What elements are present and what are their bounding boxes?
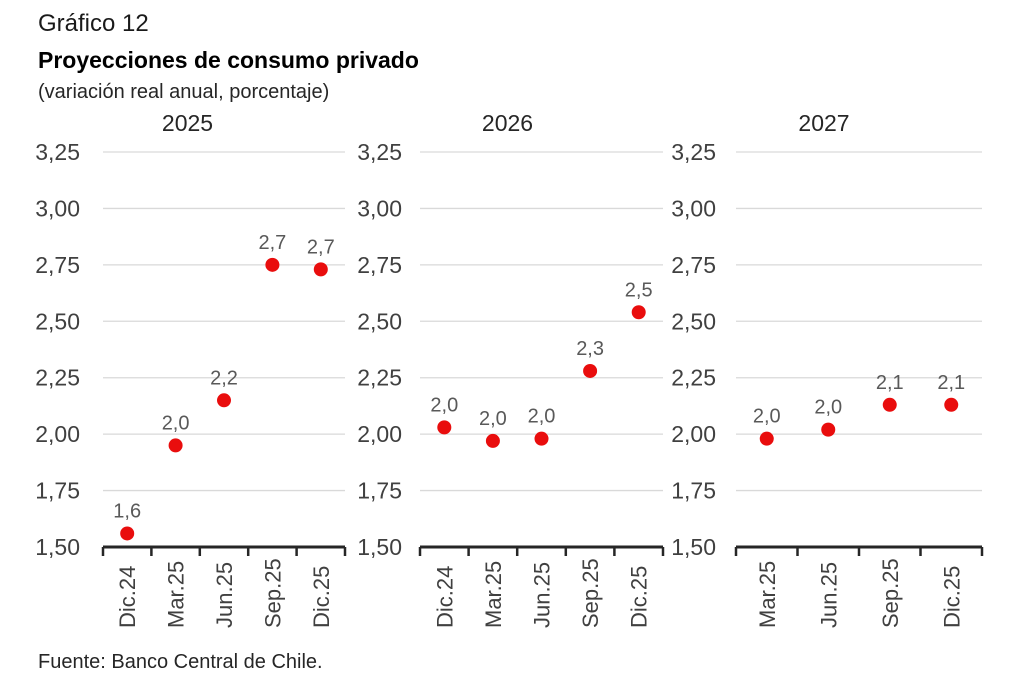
y-tick-label: 3,00 — [671, 195, 716, 221]
x-tick-label: Jun.25 — [212, 562, 237, 628]
data-point — [821, 422, 836, 437]
y-tick-label: 2,00 — [357, 421, 402, 447]
data-point — [120, 526, 135, 541]
y-tick-label: 2,50 — [671, 308, 716, 334]
panel-title-2026: 2026 — [481, 110, 534, 136]
x-tick-label: Dic.24 — [115, 566, 140, 628]
y-tick-label: 2,00 — [35, 421, 80, 447]
x-tick-label: Jun.25 — [530, 562, 555, 628]
x-tick-label: Sep.25 — [578, 558, 603, 628]
data-point-label: 2,1 — [937, 372, 965, 394]
data-point-label: 2,0 — [479, 408, 507, 430]
y-tick-label: 2,25 — [357, 365, 402, 391]
data-point-label: 2,1 — [876, 372, 904, 394]
data-point — [265, 257, 280, 272]
y-tick-label: 3,25 — [671, 139, 716, 165]
x-tick-label: Mar.25 — [164, 561, 189, 628]
y-tick-label: 3,25 — [357, 139, 402, 165]
y-tick-label: 2,50 — [357, 308, 402, 334]
y-tick-label: 1,75 — [671, 478, 716, 504]
x-tick-label: Dic.24 — [432, 566, 457, 628]
x-tick-label: Sep.25 — [260, 558, 285, 628]
data-point — [759, 431, 774, 446]
y-tick-label: 2,75 — [35, 252, 80, 278]
data-point — [631, 305, 646, 320]
data-point-label: 2,7 — [307, 236, 335, 258]
y-tick-label: 2,00 — [671, 421, 716, 447]
panel-title-2025: 2025 — [161, 110, 214, 136]
figure-number: Gráfico 12 — [38, 10, 149, 37]
figure-header: Gráfico 12 Proyecciones de consumo priva… — [38, 10, 419, 104]
y-tick-label: 1,50 — [357, 534, 402, 560]
data-point-label: 2,0 — [753, 406, 781, 428]
data-point-label: 2,5 — [625, 279, 653, 301]
data-point-label: 2,0 — [814, 397, 842, 419]
data-point-label: 2,2 — [210, 367, 238, 389]
data-point — [534, 431, 549, 446]
data-point-label: 2,0 — [162, 412, 190, 434]
data-point — [944, 397, 959, 412]
x-tick-label: Jun.25 — [816, 562, 841, 628]
x-tick-label: Dic.25 — [939, 566, 964, 628]
x-tick-label: Dic.25 — [627, 566, 652, 628]
y-tick-label: 3,00 — [35, 195, 80, 221]
y-tick-label: 1,50 — [35, 534, 80, 560]
data-point — [437, 420, 452, 435]
y-tick-label: 3,00 — [357, 195, 402, 221]
x-tick-label: Sep.25 — [878, 558, 903, 628]
y-tick-label: 2,75 — [357, 252, 402, 278]
panel-title-2027: 2027 — [798, 110, 850, 136]
x-tick-label: Mar.25 — [755, 561, 780, 628]
data-point — [217, 393, 231, 408]
data-point-label: 2,0 — [430, 394, 458, 416]
y-tick-label: 2,25 — [35, 365, 80, 391]
data-point — [583, 363, 598, 378]
data-point — [168, 438, 183, 453]
y-tick-label: 2,50 — [35, 308, 80, 334]
data-point-label: 2,7 — [258, 232, 286, 254]
y-tick-label: 1,75 — [35, 478, 80, 504]
data-point-label: 2,0 — [528, 406, 556, 428]
data-point — [882, 397, 897, 412]
figure-subtitle: (variación real anual, porcentaje) — [38, 81, 330, 103]
y-tick-label: 3,25 — [35, 139, 80, 165]
x-tick-label: Dic.25 — [309, 566, 334, 628]
source-note: Fuente: Banco Central de Chile. — [38, 651, 323, 673]
y-tick-label: 2,25 — [671, 365, 716, 391]
y-tick-label: 1,75 — [357, 478, 402, 504]
y-tick-label: 1,50 — [671, 534, 716, 560]
y-tick-label: 2,75 — [671, 252, 716, 278]
data-point — [485, 433, 500, 448]
page-title: Proyecciones de consumo privado — [38, 47, 419, 73]
data-point — [313, 262, 328, 277]
x-tick-label: Mar.25 — [481, 561, 506, 628]
data-point-label: 2,3 — [576, 338, 604, 360]
data-point-label: 1,6 — [113, 500, 141, 522]
